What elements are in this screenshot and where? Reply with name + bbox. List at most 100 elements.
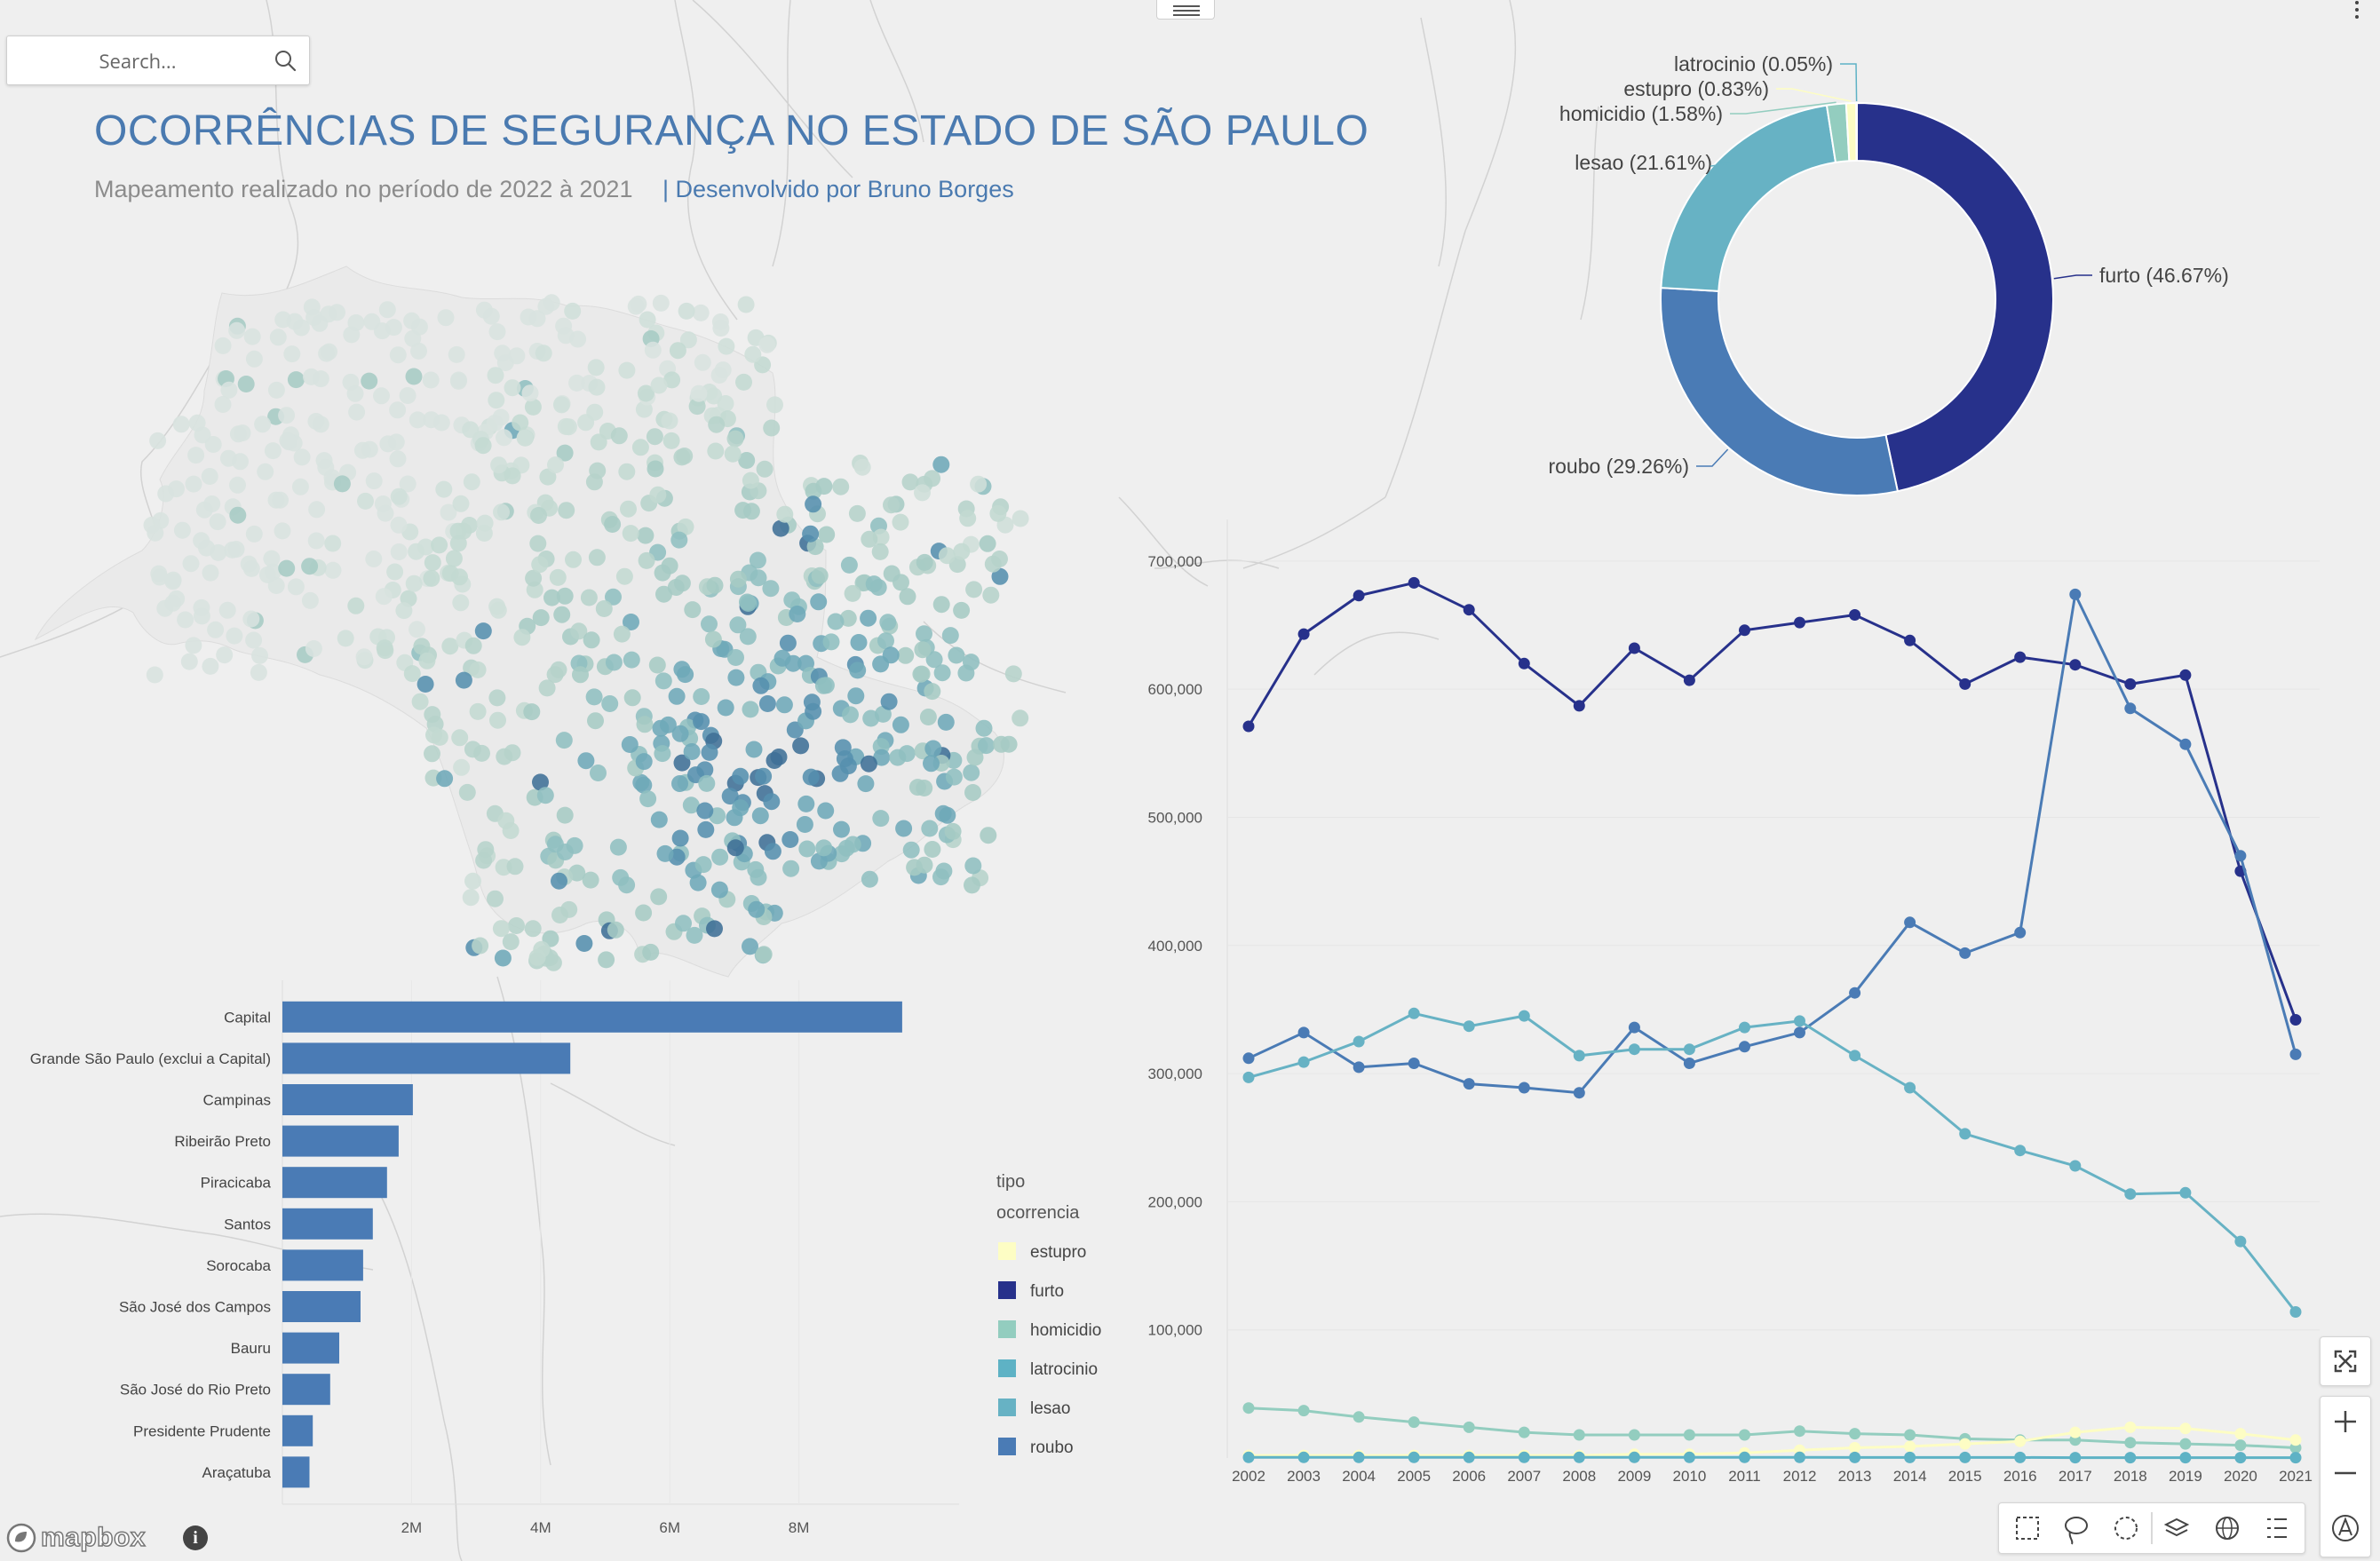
- map-point: [490, 456, 508, 474]
- hamburger-icon[interactable]: [1156, 0, 1215, 20]
- line-point-lesao: [1683, 1043, 1695, 1056]
- map-point: [635, 776, 653, 794]
- map-point: [216, 646, 234, 664]
- line-point-lesao: [1849, 1050, 1861, 1062]
- legend-item-lesao: lesao: [1030, 1399, 1070, 1418]
- map-point: [677, 518, 694, 535]
- circle-select-icon[interactable]: [2114, 1517, 2138, 1540]
- map-point: [403, 665, 421, 683]
- line-chart-ytick: 700,000: [1148, 553, 1202, 570]
- line-point-latrocinio: [1628, 1451, 1640, 1463]
- line-point-roubo: [2179, 738, 2192, 750]
- map-point: [488, 323, 506, 341]
- map-point: [964, 857, 982, 875]
- mapbox-logo[interactable]: mapbox: [5, 1522, 146, 1554]
- map-point: [982, 586, 1000, 604]
- lasso-icon[interactable]: [2065, 1517, 2088, 1545]
- line-chart-xtick: 2003: [1287, 1468, 1321, 1485]
- legend-item-latrocinio: latrocinio: [1030, 1360, 1098, 1379]
- map-point: [806, 538, 824, 556]
- map-point: [551, 872, 567, 890]
- map-point: [751, 807, 769, 825]
- author-credit: | Desenvolvido por Bruno Borges: [662, 176, 1014, 202]
- bar-9: [282, 1374, 330, 1406]
- map-point: [568, 374, 585, 392]
- bar-7: [282, 1291, 361, 1322]
- search-input[interactable]: [7, 36, 268, 86]
- map-point: [240, 555, 258, 573]
- map-point: [488, 392, 505, 409]
- map-point: [892, 716, 909, 733]
- line-point-estupro: [2234, 1428, 2247, 1440]
- line-point-lesao: [2069, 1160, 2082, 1172]
- map-point: [469, 661, 487, 678]
- line-point-homicidio: [1463, 1421, 1475, 1433]
- legend-title: tipo: [996, 1172, 1025, 1192]
- line-point-lesao: [1573, 1050, 1585, 1062]
- map-point: [333, 475, 351, 493]
- map-point: [550, 661, 567, 678]
- map-point: [237, 376, 255, 392]
- map-point: [848, 504, 866, 522]
- search-icon[interactable]: [274, 49, 297, 72]
- map-point: [919, 709, 937, 725]
- donut-label-roubo: roubo (29.26%): [1548, 455, 1689, 478]
- map-point: [549, 568, 567, 586]
- map-point: [895, 820, 913, 837]
- line-point-latrocinio: [1573, 1451, 1585, 1463]
- line-point-latrocinio: [1683, 1451, 1695, 1463]
- kebab-icon[interactable]: [2348, 0, 2366, 21]
- map-point: [489, 601, 507, 619]
- line-point-latrocinio: [2124, 1452, 2137, 1464]
- compass-icon[interactable]: [2320, 1496, 2370, 1553]
- map-point: [494, 949, 512, 967]
- map-point: [945, 768, 963, 786]
- map-point: [764, 843, 781, 860]
- globe-icon[interactable]: [2216, 1517, 2239, 1540]
- map-point: [389, 346, 407, 364]
- line-point-homicidio: [1904, 1429, 1916, 1441]
- map-point: [474, 437, 492, 455]
- map-point: [631, 439, 649, 456]
- map-point: [944, 822, 962, 840]
- map-point: [528, 310, 546, 328]
- map-point: [575, 935, 593, 952]
- map-point: [502, 933, 520, 951]
- layers-icon[interactable]: [2163, 1517, 2190, 1537]
- legend-swatch-roubo: [998, 1438, 1016, 1455]
- map-point: [286, 313, 304, 330]
- info-icon[interactable]: i: [183, 1525, 208, 1550]
- map-point: [409, 621, 425, 638]
- line-chart-xtick: 2010: [1673, 1468, 1707, 1485]
- minus-icon[interactable]: [2320, 1446, 2370, 1496]
- map-point: [692, 304, 710, 321]
- plus-icon[interactable]: [2320, 1397, 2370, 1446]
- map-point: [214, 396, 232, 413]
- map-point: [375, 588, 393, 606]
- map-point: [451, 729, 469, 747]
- map-point: [818, 526, 836, 543]
- line-point-estupro: [2179, 1422, 2192, 1435]
- map-point: [862, 709, 880, 727]
- map-point: [229, 506, 247, 524]
- map-point: [734, 502, 752, 519]
- map-point: [815, 478, 833, 495]
- map-point: [411, 693, 429, 710]
- line-chart-xtick: 2021: [2279, 1468, 2313, 1485]
- fullscreen-button[interactable]: [2320, 1336, 2371, 1386]
- map-point: [871, 543, 889, 560]
- map-point: [897, 646, 915, 664]
- map-point: [582, 871, 599, 889]
- box-select-icon[interactable]: [2016, 1517, 2039, 1540]
- bar-category-label: Campinas: [202, 1092, 271, 1109]
- search-box[interactable]: [6, 36, 310, 86]
- map-point: [307, 532, 325, 550]
- map-point: [525, 569, 543, 587]
- legend-list-icon[interactable]: [2267, 1518, 2287, 1538]
- map-point: [861, 530, 878, 548]
- line-point-furto: [2289, 1014, 2302, 1026]
- map-point: [690, 384, 708, 402]
- map-point: [193, 598, 210, 616]
- line-point-lesao: [2289, 1306, 2302, 1318]
